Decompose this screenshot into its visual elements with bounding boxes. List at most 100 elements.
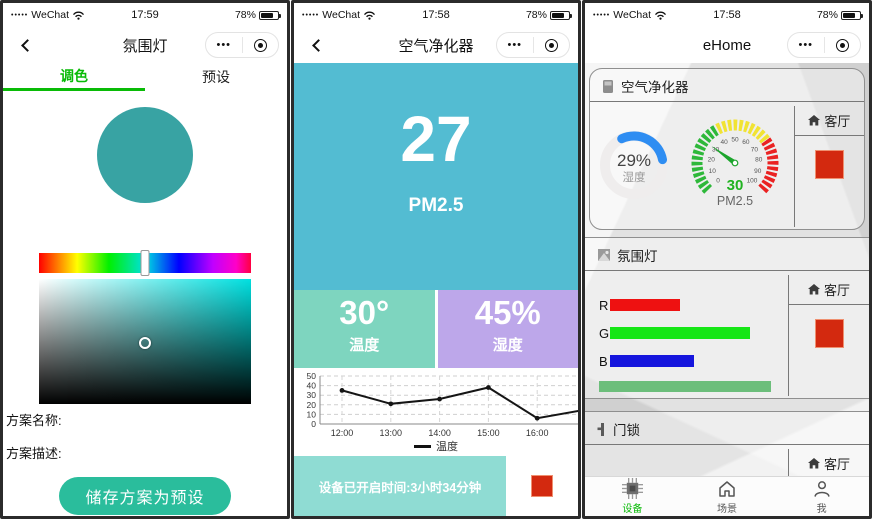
red-channel-slider[interactable] bbox=[610, 299, 680, 311]
device-footer: 设备已开启时间:3小时34分钟 bbox=[294, 456, 578, 516]
air-purifier-icon bbox=[603, 79, 613, 93]
svg-text:29%: 29% bbox=[617, 151, 651, 170]
blue-channel-row: B bbox=[599, 347, 778, 375]
battery-percent: 78% bbox=[525, 9, 547, 21]
blue-channel-slider[interactable] bbox=[610, 355, 695, 367]
capsule-divider bbox=[823, 37, 825, 53]
power-stop-button[interactable] bbox=[531, 475, 553, 497]
exit-button[interactable] bbox=[243, 38, 279, 52]
target-icon bbox=[544, 38, 558, 52]
battery-percent: 78% bbox=[234, 9, 256, 21]
svg-text:16:00: 16:00 bbox=[526, 428, 549, 438]
temperature-chart: 0 10 20 30 40 50 12:00 13:00 14:00 15:00 16:00 温度 bbox=[294, 368, 578, 456]
temp-humidity-row: 30° 温度 45% 湿度 bbox=[294, 290, 578, 368]
green-channel-slider[interactable] bbox=[610, 327, 750, 339]
tab-color-mixing[interactable]: 调色 bbox=[3, 63, 145, 91]
card-header: 门锁 bbox=[585, 412, 869, 445]
power-toggle-button[interactable] bbox=[814, 150, 844, 179]
card-air-purifier[interactable]: 空气净化器 29% 湿度 0 10 20 30 40 50 60 70 80 90 100 30 PM2.… bbox=[589, 68, 865, 230]
person-outline-icon bbox=[814, 480, 830, 497]
home-outline-icon bbox=[719, 480, 735, 497]
red-channel-label: R bbox=[599, 297, 609, 313]
green-channel-label: G bbox=[599, 325, 610, 341]
signal-dots-icon: ••••• bbox=[593, 11, 611, 19]
carrier-label: WeChat bbox=[31, 9, 70, 21]
picker-cursor[interactable] bbox=[139, 336, 151, 349]
humidity-panel: 45% 湿度 bbox=[437, 290, 578, 368]
humidity-value: 45% bbox=[474, 294, 541, 331]
target-icon bbox=[835, 38, 849, 52]
exit-button[interactable] bbox=[825, 38, 861, 52]
tab-devices[interactable]: 设备 bbox=[585, 477, 680, 516]
red-channel-row: R bbox=[599, 291, 778, 319]
battery-icon bbox=[549, 10, 572, 20]
battery-icon bbox=[258, 10, 281, 20]
card-ambient-light[interactable]: 氛围灯 R G bbox=[585, 237, 869, 399]
signal-dots-icon: ••••• bbox=[11, 11, 29, 19]
svg-text:60: 60 bbox=[742, 139, 750, 146]
target-icon bbox=[253, 38, 267, 52]
hue-slider-handle[interactable] bbox=[140, 250, 150, 276]
phone-ambient-light: ••••• WeChat 17:59 78% 氛围灯 ••• 调色 预设 bbox=[0, 0, 290, 519]
save-preset-button[interactable]: 储存方案为预设 bbox=[59, 477, 231, 515]
wifi-icon bbox=[655, 11, 667, 20]
saturation-brightness-picker[interactable] bbox=[39, 279, 251, 404]
hue-slider[interactable] bbox=[39, 250, 251, 276]
device-title: 空气净化器 bbox=[621, 80, 689, 95]
vertical-divider bbox=[794, 106, 795, 227]
tab-presets[interactable]: 预设 bbox=[202, 69, 230, 85]
card-header: 空气净化器 bbox=[590, 69, 864, 102]
tab-scenes[interactable]: 场景 bbox=[680, 477, 775, 516]
svg-text:20: 20 bbox=[708, 156, 716, 163]
cpu-chip-icon bbox=[621, 478, 643, 499]
room-row: 客厅 bbox=[794, 102, 864, 136]
status-bar: ••••• WeChat 17:58 78% bbox=[294, 3, 578, 27]
svg-text:50: 50 bbox=[307, 371, 317, 381]
status-bar: ••••• WeChat 17:58 78% bbox=[585, 3, 869, 27]
green-channel-row: G bbox=[599, 319, 778, 347]
pm25-label: PM2.5 bbox=[408, 195, 464, 216]
svg-text:20: 20 bbox=[307, 400, 317, 410]
brightness-slider[interactable] bbox=[599, 381, 771, 392]
more-menu-button[interactable]: ••• bbox=[798, 38, 814, 51]
capsule-divider bbox=[532, 37, 534, 53]
power-toggle-button[interactable] bbox=[814, 319, 844, 348]
svg-text:0: 0 bbox=[716, 177, 720, 184]
room-row: 客厅 bbox=[789, 271, 869, 305]
svg-text:80: 80 bbox=[755, 156, 763, 163]
svg-text:50: 50 bbox=[731, 136, 739, 143]
page-title: eHome bbox=[702, 36, 752, 54]
more-menu-button[interactable]: ••• bbox=[507, 38, 523, 51]
nav-bar: 空气净化器 ••• bbox=[294, 27, 578, 63]
rgb-sliders: R G B bbox=[585, 279, 788, 392]
humidity-donut-chart: 29%湿度 bbox=[600, 130, 668, 199]
blue-channel-label: B bbox=[599, 353, 608, 369]
legend-line-marker bbox=[414, 444, 431, 448]
scheme-desc-label: 方案描述: bbox=[6, 446, 62, 461]
signal-dots-icon: ••••• bbox=[302, 11, 320, 19]
tab-me[interactable]: 我 bbox=[774, 477, 869, 516]
vertical-divider bbox=[788, 275, 789, 396]
mini-program-capsule: ••• bbox=[496, 32, 570, 58]
svg-text:0: 0 bbox=[311, 419, 316, 429]
temperature-panel: 30° 温度 bbox=[294, 290, 435, 368]
room-label: 客厅 bbox=[823, 283, 850, 298]
svg-text:70: 70 bbox=[751, 146, 759, 153]
room-label: 客厅 bbox=[823, 457, 850, 472]
svg-text:10: 10 bbox=[709, 167, 717, 174]
selected-color-preview bbox=[97, 107, 193, 203]
more-menu-button[interactable]: ••• bbox=[216, 38, 232, 51]
card-door-lock[interactable]: 门锁 客厅 bbox=[585, 411, 869, 476]
home-icon bbox=[807, 458, 820, 469]
carrier-label: WeChat bbox=[613, 9, 652, 21]
vertical-divider bbox=[788, 449, 789, 476]
clock: 17:59 bbox=[131, 9, 159, 21]
svg-text:12:00: 12:00 bbox=[331, 428, 354, 438]
runtime-text: 设备已开启时间:3小时34分钟 bbox=[294, 456, 506, 516]
page-title: 空气净化器 bbox=[398, 37, 474, 55]
phone-air-purifier: ••••• WeChat 17:58 78% 空气净化器 ••• 27 PM2.… bbox=[291, 0, 581, 519]
exit-button[interactable] bbox=[534, 38, 570, 52]
svg-text:13:00: 13:00 bbox=[380, 428, 403, 438]
